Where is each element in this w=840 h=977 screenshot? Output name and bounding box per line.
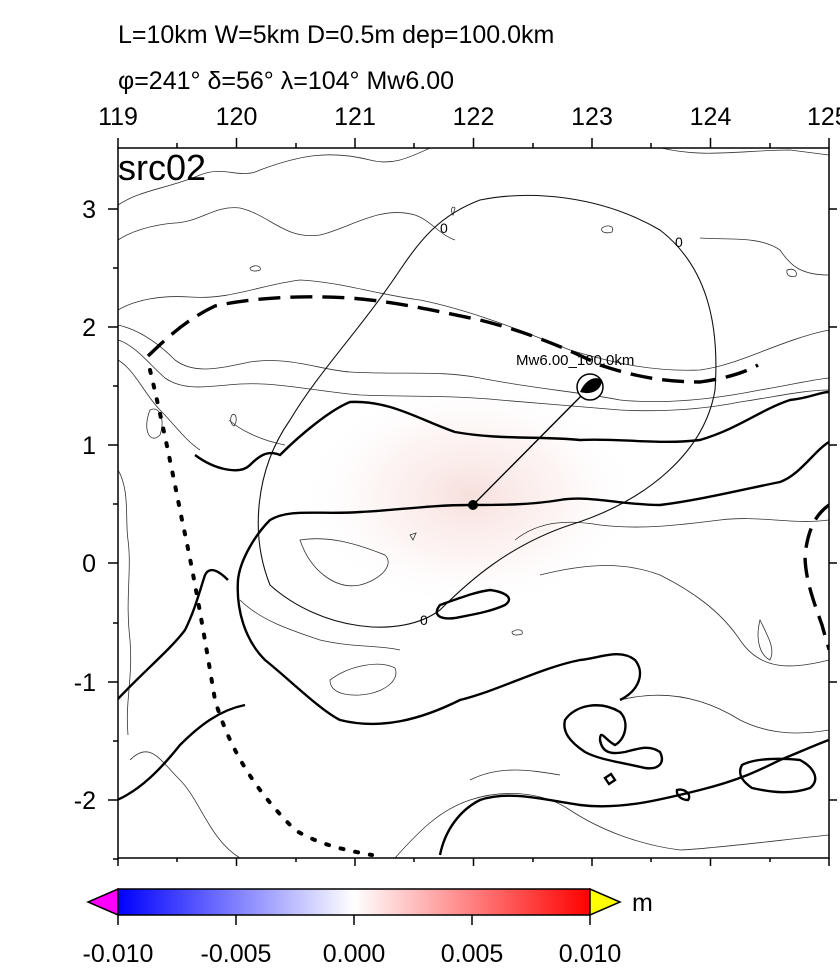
bathymetry-contours-thick xyxy=(118,390,829,856)
x-tick-label: 124 xyxy=(690,103,732,131)
colorbar-over-arrow xyxy=(589,887,622,917)
colorbar-under-arrow xyxy=(86,887,119,917)
trench-dashed-north xyxy=(146,295,759,384)
x-tick-label: 123 xyxy=(571,103,613,131)
source-parameters-line2: φ=241° δ=56° λ=104° Mw6.00 xyxy=(118,67,454,95)
source-parameters-line1: L=10km W=5km D=0.5m dep=100.0km xyxy=(118,21,554,49)
y-axis-labels: 3 2 1 0 -1 -2 xyxy=(74,196,96,815)
colorbar-tick-label: -0.005 xyxy=(201,940,272,968)
x-tick-label: 120 xyxy=(216,103,258,131)
y-tick-label: 3 xyxy=(82,196,96,224)
colorbar-tick-label: 0.010 xyxy=(559,940,622,968)
fault-end-marker xyxy=(468,500,478,510)
trench-dashed-east xyxy=(803,503,829,651)
focal-mechanism-icon xyxy=(576,373,604,401)
contour-label-0-top: 0 xyxy=(440,220,448,236)
fault-trace-line xyxy=(472,386,591,506)
y-tick-label: -1 xyxy=(74,669,96,697)
colorbar-tick-label: -0.010 xyxy=(83,940,154,968)
y-tick-label: 2 xyxy=(82,314,96,342)
x-tick-label: 119 xyxy=(98,103,138,131)
contour-label-0-bottom: 0 xyxy=(420,612,428,628)
colorbar-tick-label: 0.000 xyxy=(323,940,386,968)
panel-label: src02 xyxy=(118,147,206,188)
contour-label-0-right: 0 xyxy=(675,234,683,250)
y-axis-ticks xyxy=(108,208,837,860)
zero-deformation-contour xyxy=(257,194,717,628)
colorbar-tick-label: 0.005 xyxy=(441,940,504,968)
map-plot-area: 0 0 0 xyxy=(74,103,840,866)
x-tick-label: 125 xyxy=(807,103,840,131)
colorbar: m -0.010 -0.005 0.000 0.005 0.010 xyxy=(83,887,653,968)
y-tick-label: 1 xyxy=(82,432,96,460)
bathymetry-contours-thin xyxy=(118,148,829,858)
y-tick-label: -2 xyxy=(74,787,96,815)
colorbar-unit: m xyxy=(632,889,653,917)
y-tick-label: 0 xyxy=(82,550,96,578)
x-axis-labels: 119 120 121 122 123 124 125 xyxy=(98,103,840,131)
x-tick-label: 122 xyxy=(453,103,495,131)
event-label: Mw6.00_100.0km xyxy=(516,352,634,369)
colorbar-gradient xyxy=(117,888,591,916)
x-tick-label: 121 xyxy=(334,103,376,131)
deformation-uplift-patch xyxy=(300,380,640,610)
